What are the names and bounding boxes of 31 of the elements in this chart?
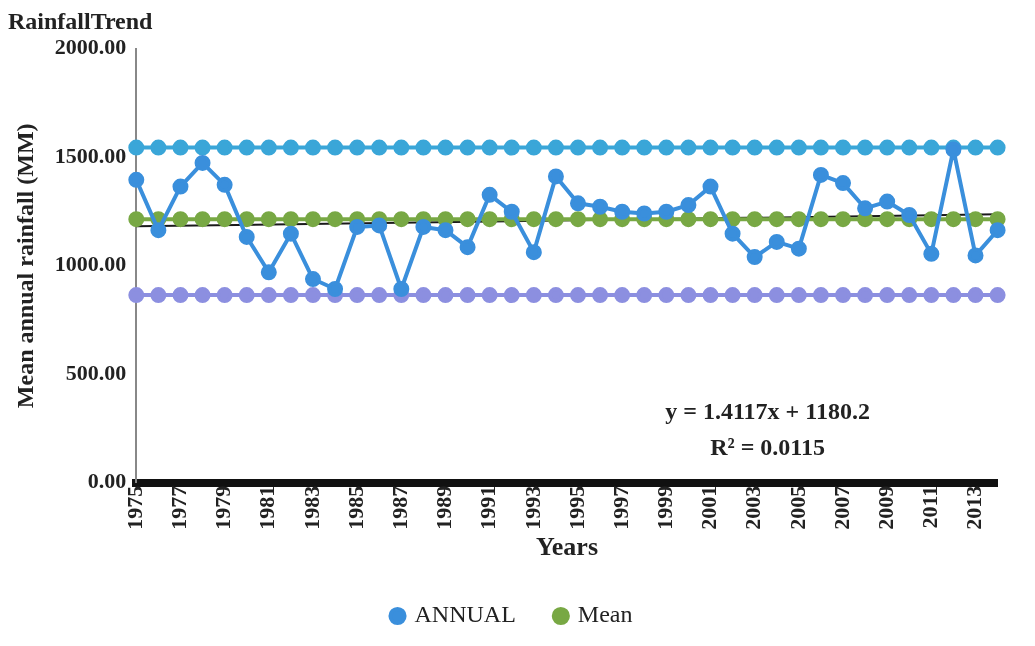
x-tick-label: 1989 bbox=[431, 485, 457, 530]
x-tick-label: 1997 bbox=[607, 485, 633, 530]
x-tick-label: 2005 bbox=[784, 485, 810, 530]
x-tick-label: 2009 bbox=[872, 485, 898, 530]
y-tick-label: 2000.00 bbox=[54, 34, 127, 60]
x-tick-label: 1985 bbox=[342, 485, 368, 530]
legend-label: ANNUAL bbox=[414, 601, 516, 628]
x-axis-title: Years bbox=[535, 532, 598, 562]
x-tick-label: 2003 bbox=[740, 485, 766, 530]
x-tick-label: 1987 bbox=[387, 485, 412, 530]
x-tick-label: 2001 bbox=[696, 485, 722, 530]
x-tick-label: 1981 bbox=[254, 485, 280, 530]
annotation: y = 1.4117x + 1180.2 bbox=[665, 398, 870, 424]
y-tick-label: 0.00 bbox=[87, 468, 127, 494]
y-axis-title: Mean annual rainfall (MM) bbox=[11, 123, 38, 409]
x-tick-label: 2013 bbox=[961, 485, 987, 530]
x-tick-label: 1979 bbox=[210, 485, 236, 530]
x-tick-label: 1999 bbox=[652, 485, 678, 530]
y-tick-label: 500.00 bbox=[65, 359, 127, 385]
x-tick-label: 2011 bbox=[917, 485, 943, 529]
x-tick-label: 1995 bbox=[563, 485, 589, 530]
annotation: R² = 0.0115 bbox=[710, 434, 826, 460]
x-tick-label: 1977 bbox=[166, 485, 192, 530]
chart-title: RainfallTrend bbox=[8, 7, 154, 34]
x-tick-label: 2007 bbox=[828, 485, 854, 530]
x-tick-label: 1991 bbox=[475, 485, 501, 530]
x-tick-label: 1983 bbox=[298, 485, 324, 530]
legend-label: Mean bbox=[577, 601, 633, 628]
y-tick-label: 1500.00 bbox=[54, 142, 127, 168]
y-tick-label: 1000.00 bbox=[54, 251, 127, 277]
x-tick-label: 1993 bbox=[519, 485, 545, 530]
